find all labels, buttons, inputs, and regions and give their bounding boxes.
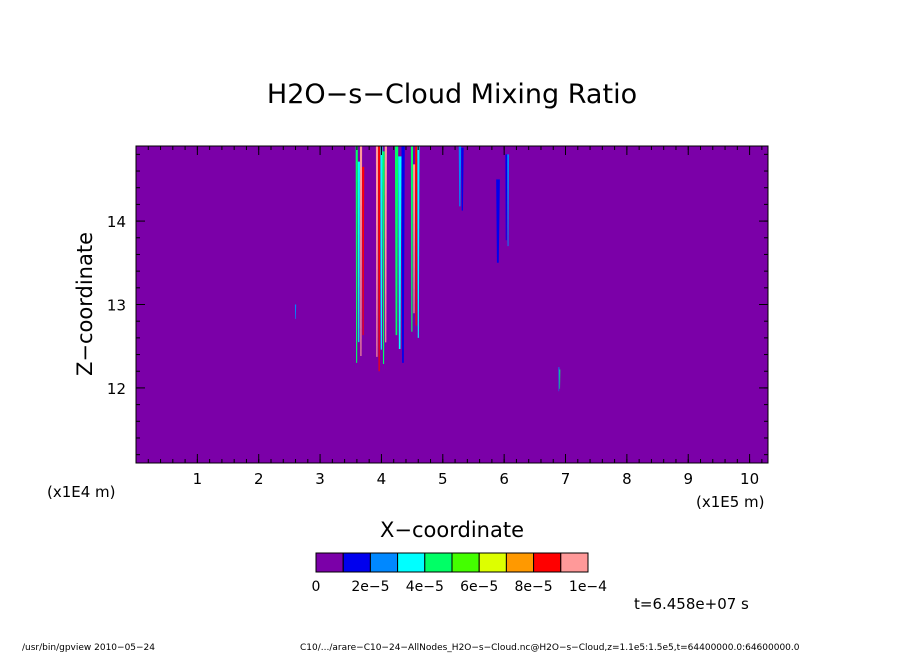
colorbar-swatch	[342, 552, 371, 573]
colorbar	[315, 552, 589, 573]
cloud-feature	[362, 166, 365, 336]
cloud-feature	[357, 161, 360, 343]
cloud-feature	[410, 146, 414, 332]
cloud-feature	[505, 154, 508, 241]
cloud-feature	[382, 151, 385, 365]
cloud-feature	[413, 164, 416, 314]
colorbar-tick-labels: 0 2e−5 4e−5 6e−5 8e−5 1e−4	[312, 579, 608, 595]
colorbar-tick-label: 4e−5	[406, 579, 444, 595]
cloud-feature	[461, 147, 464, 211]
colorbar-tick-label: 0	[312, 579, 321, 595]
x-tick-labels: 1 2 3 4 5 6 7 8 9 10	[193, 470, 760, 488]
cloud-feature	[359, 146, 363, 356]
colorbar-tick-label: 6e−5	[460, 579, 498, 595]
x-tick-label: 1	[193, 470, 203, 488]
plot-area	[135, 145, 769, 464]
x-tick-label: 8	[622, 470, 632, 488]
cloud-feature	[496, 179, 500, 263]
cloud-feature	[558, 367, 560, 392]
cloud-feature	[507, 154, 510, 247]
x-axis-label: X−coordinate	[380, 518, 524, 542]
x-tick-label: 6	[499, 470, 509, 488]
y-tick-label: 14	[107, 213, 126, 231]
x-tick-label: 7	[561, 470, 571, 488]
x-tick-label: 3	[315, 470, 325, 488]
plot-background	[136, 146, 768, 463]
x-tick-label: 4	[377, 470, 387, 488]
x-unit-right: (x1E5 m)	[696, 493, 765, 511]
colorbar-swatch	[424, 552, 453, 573]
colorbar-swatch	[533, 552, 562, 573]
cloud-feature	[384, 146, 387, 343]
source-info: C10/.../arare−C10−24−AllNodes_H2O−s−Clou…	[300, 643, 800, 653]
colorbar-swatch	[451, 552, 480, 573]
x-unit-left: (x1E4 m)	[47, 483, 116, 501]
y-tick-label: 12	[107, 380, 126, 398]
colorbar-swatch	[397, 552, 426, 573]
colorbar-swatch	[315, 552, 344, 573]
cloud-feature	[401, 146, 405, 363]
cloud-feature	[415, 146, 418, 326]
y-tick-labels: 12 13 14	[107, 213, 126, 398]
y-tick-label: 13	[107, 297, 126, 315]
cloud-feature	[458, 146, 462, 207]
colorbar-swatch	[478, 552, 507, 573]
cloud-feature	[417, 146, 420, 338]
cloud-feature	[380, 146, 383, 350]
cloud-feature	[355, 146, 358, 363]
y-axis-label: Z−coordinate	[73, 232, 97, 376]
x-tick-label: 2	[254, 470, 264, 488]
time-annotation: t=6.458e+07 s	[634, 595, 749, 613]
colorbar-tick-label: 1e−4	[569, 579, 607, 595]
colorbar-tick-label: 2e−5	[351, 579, 389, 595]
x-tick-label: 5	[438, 470, 448, 488]
x-tick-label: 9	[683, 470, 693, 488]
colorbar-swatch	[560, 552, 589, 573]
cloud-feature	[398, 156, 402, 350]
cloud-feature	[559, 369, 561, 389]
program-info: /usr/bin/gpview 2010−05−24	[22, 643, 155, 653]
colorbar-tick-label: 8e−5	[515, 579, 553, 595]
chart-title: H2O−s−Cloud Mixing Ratio	[267, 79, 637, 110]
x-tick-label: 10	[740, 470, 759, 488]
cloud-feature	[375, 146, 379, 357]
colorbar-swatch	[505, 552, 535, 573]
colorbar-swatch	[369, 552, 399, 573]
cloud-feature	[378, 146, 381, 372]
cloud-feature	[294, 304, 297, 320]
cloud-feature	[394, 146, 399, 336]
cloud-features	[294, 146, 561, 392]
axis-ticks	[135, 146, 768, 463]
